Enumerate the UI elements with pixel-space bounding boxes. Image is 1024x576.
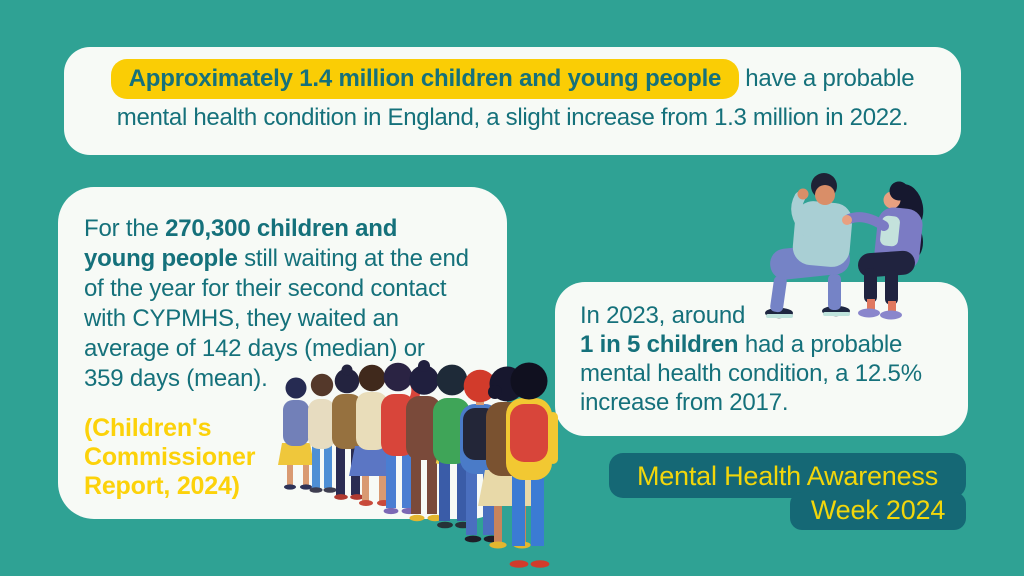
waiting-stat-post: still waiting at the end of the year for… — [84, 245, 469, 392]
top-stat-line1: Approximately 1.4 million children and y… — [64, 59, 961, 99]
waiting-stat-pre: For the — [84, 215, 166, 242]
waiting-stat-card: For the 270,300 children and young peopl… — [58, 187, 507, 519]
top-stat-line2: mental health condition in England, a sl… — [116, 104, 909, 131]
prevalence-line1: In 2023, around — [580, 302, 746, 329]
event-banner-line1: Mental Health Awareness — [609, 453, 966, 498]
event-banner-line2: Week 2024 — [790, 492, 966, 530]
waiting-stat-bold: 270,300 children and young people — [84, 215, 398, 272]
queue-person — [506, 362, 558, 568]
prevalence-post: had a probable mental health condition, … — [580, 331, 922, 416]
waiting-stat-text: For the 270,300 children and young peopl… — [84, 214, 469, 394]
prevalence-bold: 1 in 5 children — [580, 331, 739, 358]
highlighted-stat: Approximately 1.4 million children and y… — [110, 59, 740, 99]
top-stat-card: Approximately 1.4 million children and y… — [64, 47, 961, 155]
prevalence-stat-card: In 2023, around 1 in 5 children had a pro… — [555, 282, 968, 436]
top-stat-line1-rest: have a probable — [745, 65, 915, 92]
prevalence-stat-text: In 2023, around 1 in 5 children had a pro… — [580, 301, 948, 417]
source-citation: (Children's Commissioner Report, 2024) — [84, 414, 256, 500]
